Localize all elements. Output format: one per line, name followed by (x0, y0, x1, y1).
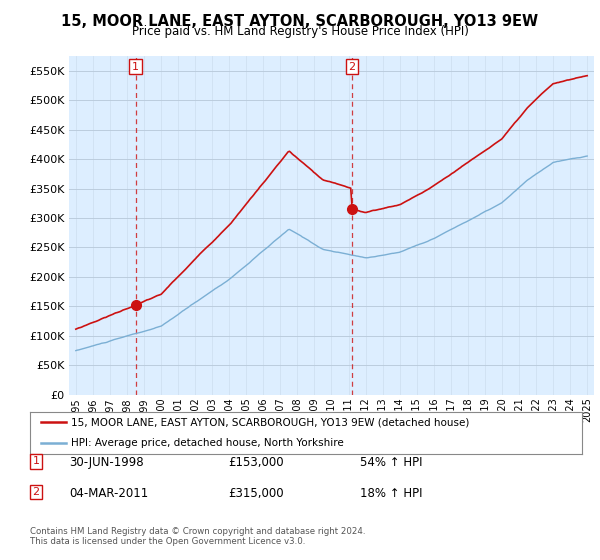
Text: 54% ↑ HPI: 54% ↑ HPI (360, 456, 422, 469)
Text: 2: 2 (32, 487, 40, 497)
Text: 04-MAR-2011: 04-MAR-2011 (69, 487, 148, 500)
Text: 15, MOOR LANE, EAST AYTON, SCARBOROUGH, YO13 9EW: 15, MOOR LANE, EAST AYTON, SCARBOROUGH, … (61, 14, 539, 29)
Text: HPI: Average price, detached house, North Yorkshire: HPI: Average price, detached house, Nort… (71, 438, 344, 448)
Text: Contains HM Land Registry data © Crown copyright and database right 2024.
This d: Contains HM Land Registry data © Crown c… (30, 526, 365, 546)
Text: 2: 2 (349, 62, 356, 72)
Text: Price paid vs. HM Land Registry's House Price Index (HPI): Price paid vs. HM Land Registry's House … (131, 25, 469, 38)
Text: 15, MOOR LANE, EAST AYTON, SCARBOROUGH, YO13 9EW (detached house): 15, MOOR LANE, EAST AYTON, SCARBOROUGH, … (71, 417, 470, 427)
Text: £153,000: £153,000 (228, 456, 284, 469)
Text: 1: 1 (32, 456, 40, 466)
Text: 18% ↑ HPI: 18% ↑ HPI (360, 487, 422, 500)
Text: 1: 1 (132, 62, 139, 72)
Text: 30-JUN-1998: 30-JUN-1998 (69, 456, 143, 469)
Text: £315,000: £315,000 (228, 487, 284, 500)
